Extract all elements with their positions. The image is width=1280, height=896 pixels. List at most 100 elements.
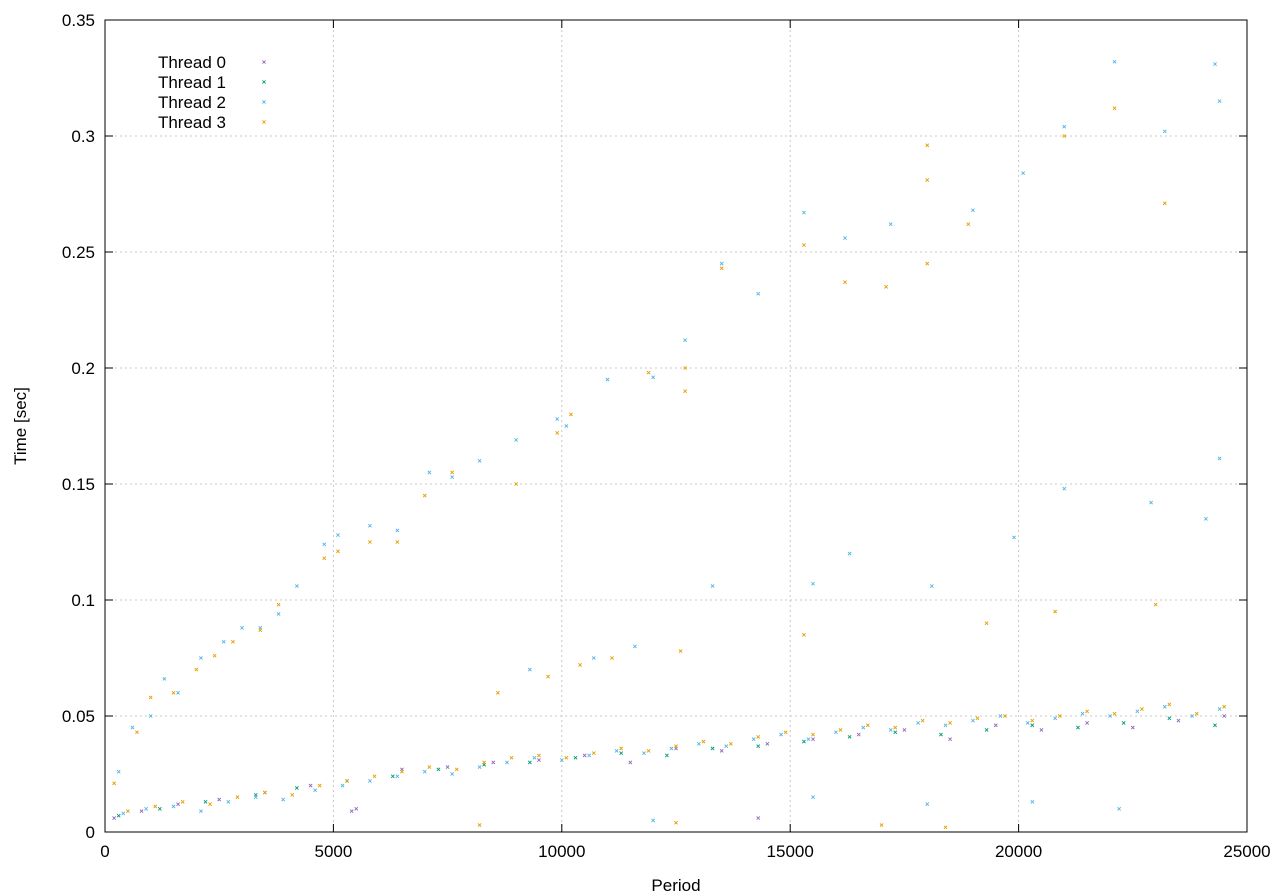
data-point xyxy=(262,790,267,795)
data-point xyxy=(322,556,327,561)
data-point xyxy=(445,765,450,769)
data-point xyxy=(591,656,596,660)
data-point xyxy=(281,797,286,802)
data-point xyxy=(1108,714,1112,718)
data-point xyxy=(701,739,706,744)
data-point xyxy=(1217,99,1222,104)
y-tick-label: 0.35 xyxy=(62,11,95,30)
data-point xyxy=(454,767,459,772)
data-point xyxy=(984,621,989,626)
data-point xyxy=(998,714,1003,718)
data-point xyxy=(144,806,149,811)
data-point xyxy=(1167,716,1172,721)
data-point xyxy=(1076,725,1080,730)
data-point xyxy=(628,760,633,765)
data-point xyxy=(1112,106,1117,111)
data-point xyxy=(619,751,624,756)
data-point xyxy=(971,208,975,213)
data-point xyxy=(171,804,176,809)
legend-label: Thread 0 xyxy=(158,53,226,72)
data-point xyxy=(1030,799,1035,804)
data-point xyxy=(884,284,889,289)
data-point xyxy=(833,730,838,735)
data-point xyxy=(811,795,815,800)
series-3 xyxy=(112,106,1227,830)
data-point xyxy=(651,375,656,380)
data-point xyxy=(1217,707,1222,711)
data-point xyxy=(801,632,806,637)
data-point xyxy=(208,802,212,807)
data-point xyxy=(651,818,656,823)
data-point xyxy=(806,737,811,742)
data-point xyxy=(943,723,948,728)
data-point xyxy=(838,728,843,732)
data-point xyxy=(724,744,729,749)
data-point xyxy=(1167,702,1172,707)
data-point xyxy=(728,741,733,746)
data-point xyxy=(1121,721,1126,725)
data-point xyxy=(847,551,852,556)
data-point xyxy=(276,612,281,616)
data-point xyxy=(354,806,359,811)
data-point xyxy=(477,823,482,827)
data-point xyxy=(514,438,519,442)
y-tick-label: 0.2 xyxy=(71,359,95,378)
data-point xyxy=(527,760,532,765)
data-point xyxy=(253,795,258,800)
data-point xyxy=(1062,124,1067,129)
data-point xyxy=(1213,723,1217,728)
data-point xyxy=(345,779,350,783)
data-point xyxy=(696,741,701,746)
data-point xyxy=(610,656,614,660)
data-point xyxy=(1222,704,1227,709)
data-point xyxy=(153,804,158,809)
data-point xyxy=(993,723,998,728)
data-point xyxy=(751,737,756,742)
data-point xyxy=(756,816,761,820)
data-point xyxy=(1062,134,1067,138)
legend-label: Thread 2 xyxy=(158,93,226,112)
y-tick-label: 0.25 xyxy=(62,243,95,262)
data-point xyxy=(400,769,404,774)
data-point xyxy=(217,797,222,802)
data-point xyxy=(573,755,578,760)
data-point xyxy=(925,261,930,266)
data-point xyxy=(587,753,592,758)
data-point xyxy=(929,584,934,588)
axis-ticks xyxy=(104,19,1248,833)
data-point xyxy=(811,737,815,742)
data-point xyxy=(537,758,541,762)
data-point xyxy=(591,751,596,756)
data-point xyxy=(422,769,427,774)
data-point xyxy=(395,540,400,544)
data-point xyxy=(340,783,345,788)
series-0 xyxy=(112,714,1227,820)
data-point xyxy=(477,765,482,769)
data-point xyxy=(569,412,573,417)
data-point xyxy=(509,755,514,760)
data-point xyxy=(1203,516,1208,521)
data-point xyxy=(427,470,432,475)
data-point xyxy=(116,769,121,774)
data-point xyxy=(162,676,167,681)
data-point xyxy=(925,143,930,148)
data-point xyxy=(203,799,208,804)
y-tick-label: 0.3 xyxy=(71,127,95,146)
data-point xyxy=(719,748,724,753)
data-point xyxy=(1025,721,1030,725)
data-point xyxy=(313,788,318,793)
data-point xyxy=(1190,714,1195,718)
data-point xyxy=(578,663,582,667)
data-point xyxy=(920,718,925,723)
data-point xyxy=(125,809,130,814)
data-point xyxy=(674,820,678,825)
data-point xyxy=(1030,718,1035,723)
data-point xyxy=(719,266,724,271)
data-point xyxy=(1062,486,1067,491)
data-point xyxy=(240,625,244,630)
x-tick-label: 5000 xyxy=(314,842,352,861)
data-point xyxy=(975,716,980,721)
data-point xyxy=(678,649,683,653)
x-tick-label: 20000 xyxy=(995,842,1042,861)
